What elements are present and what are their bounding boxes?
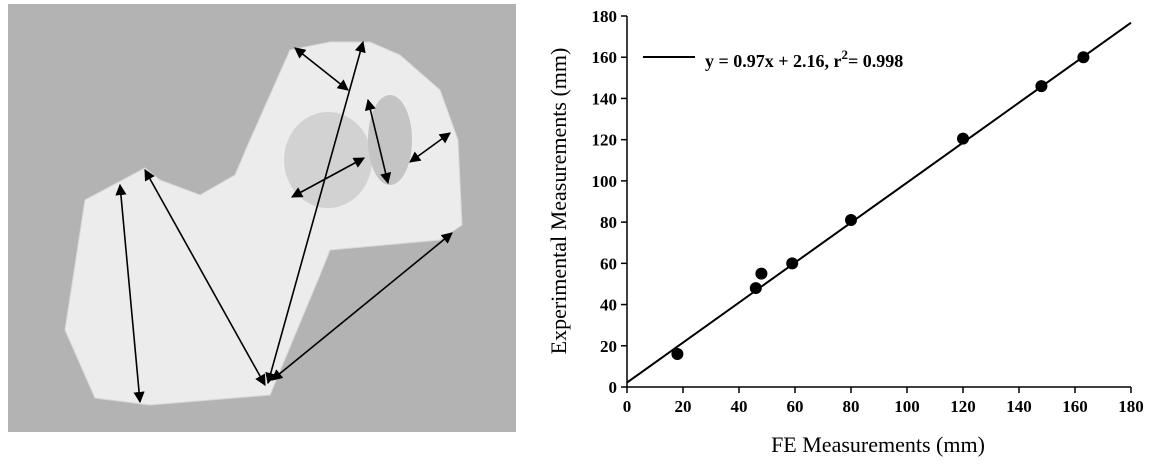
legend-text: y = 0.97x + 2.16, r xyxy=(705,51,842,71)
x-tick-label: 180 xyxy=(1118,397,1144,416)
x-axis-title: FE Measurements (mm) xyxy=(771,432,985,457)
x-tick-label: 120 xyxy=(950,397,976,416)
y-tick-label: 20 xyxy=(600,337,617,356)
y-axis-title: Experimental Measurements (mm) xyxy=(546,48,571,355)
point xyxy=(1035,80,1048,93)
y-tick-label: 60 xyxy=(600,254,617,273)
x-tick-label: 20 xyxy=(675,397,692,416)
x-tick-label: 140 xyxy=(1006,397,1032,416)
point xyxy=(957,132,969,145)
y-tick-label: 160 xyxy=(592,48,618,67)
legend-text-end: = 0.998 xyxy=(848,51,903,71)
point xyxy=(755,267,768,280)
point xyxy=(671,348,684,361)
x-tick-label: 100 xyxy=(894,397,920,416)
fit-line xyxy=(626,21,1132,384)
point xyxy=(845,214,857,227)
point xyxy=(1077,51,1090,64)
legend-label: y = 0.97x + 2.16, r2= 0.998 xyxy=(705,47,903,71)
y-tick-label: 40 xyxy=(600,296,617,315)
foramen xyxy=(368,95,412,185)
measure-arrows xyxy=(115,40,453,404)
y-tick-label: 140 xyxy=(592,89,618,108)
point xyxy=(749,282,762,295)
x-tick-label: 40 xyxy=(731,397,748,416)
x-tick-label: 160 xyxy=(1062,397,1088,416)
bone-photo xyxy=(8,4,516,432)
y-tick-label: 100 xyxy=(592,172,618,191)
x-tick-label: 60 xyxy=(787,397,804,416)
scatter-plot: FE Measurements (mm) Experimental Measur… xyxy=(546,7,1144,457)
y-tick-label: 120 xyxy=(592,131,618,150)
x-tick-label: 80 xyxy=(843,397,860,416)
point xyxy=(786,257,799,270)
y-tick-label: 80 xyxy=(600,213,617,232)
x-tick-label: 0 xyxy=(623,397,632,416)
y-tick-label: 180 xyxy=(592,7,618,26)
legend-superscript: 2 xyxy=(842,47,849,62)
y-tick-label: 0 xyxy=(609,378,618,397)
